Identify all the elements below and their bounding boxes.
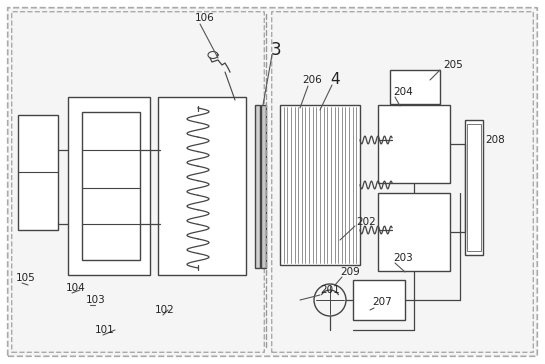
- Text: 101: 101: [95, 325, 115, 335]
- Text: 201: 201: [320, 285, 340, 295]
- Text: 202: 202: [356, 217, 376, 227]
- Text: 103: 103: [86, 295, 106, 305]
- FancyBboxPatch shape: [272, 12, 534, 352]
- Bar: [467, 124, 481, 251]
- Text: 104: 104: [66, 283, 86, 293]
- Text: 106: 106: [195, 13, 215, 23]
- Text: 205: 205: [443, 60, 463, 70]
- Text: 203: 203: [393, 253, 413, 263]
- Bar: [390, 70, 440, 104]
- Bar: [68, 97, 150, 275]
- Bar: [378, 193, 450, 271]
- Text: 105: 105: [16, 273, 36, 283]
- Bar: [158, 97, 246, 275]
- Text: 209: 209: [340, 267, 360, 277]
- Text: 204: 204: [393, 87, 413, 97]
- Text: 4: 4: [330, 72, 340, 87]
- Bar: [378, 105, 450, 183]
- Bar: [18, 115, 58, 230]
- Text: 3: 3: [271, 41, 282, 59]
- Text: 102: 102: [155, 305, 175, 315]
- FancyBboxPatch shape: [11, 12, 264, 352]
- Bar: [255, 105, 260, 268]
- Text: 208: 208: [485, 135, 505, 145]
- Text: 206: 206: [302, 75, 322, 85]
- Bar: [353, 280, 405, 320]
- Bar: [82, 112, 140, 260]
- Text: 207: 207: [372, 297, 392, 307]
- FancyBboxPatch shape: [8, 8, 537, 356]
- Bar: [261, 105, 266, 268]
- Bar: [465, 120, 483, 255]
- Bar: [280, 105, 360, 265]
